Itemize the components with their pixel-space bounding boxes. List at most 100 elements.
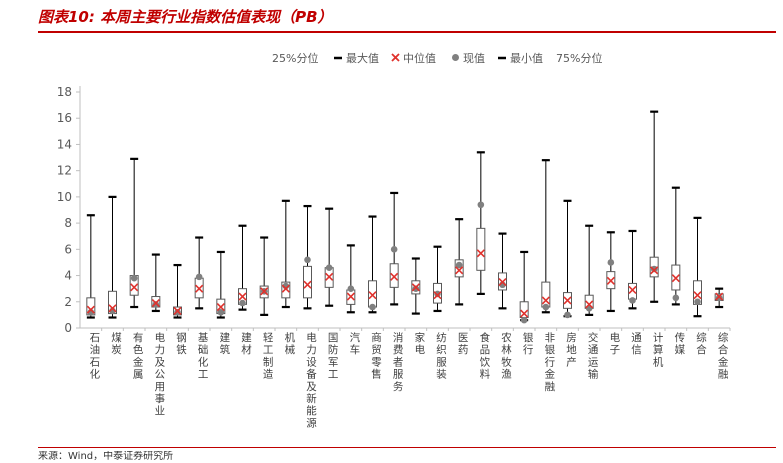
category-label: 计算机 [653, 331, 664, 368]
iqr-box [476, 227, 486, 271]
category-label: 医药 [458, 332, 469, 356]
category-label: 汽车 [350, 331, 361, 356]
figure-title: 图表10: 本周主要行业指数估值表现（PB） [38, 8, 333, 26]
category-label: 石油石化 [90, 332, 101, 381]
current-value-dot [412, 285, 420, 292]
category-label: 银行 [523, 331, 534, 356]
iqr-box [389, 263, 399, 288]
category-label: 食品饮料 [480, 331, 491, 381]
median-marker [520, 309, 529, 318]
box-plot-chart: 25%分位 最大值 中位值 现值 最小值 75%分位 0 2 4 6 8 10 12 14 16 18 石油石化… [57, 51, 731, 429]
category-label: 消费者服务 [393, 331, 404, 393]
current-value-dot [239, 299, 246, 307]
title-divider [38, 31, 776, 33]
y-tick-label: 12 [57, 164, 72, 178]
iqr-box [628, 282, 637, 300]
current-value-dot [325, 264, 333, 271]
category-label: 电子 [610, 331, 621, 356]
legend-label: 75%分位 [556, 51, 602, 65]
current-value-dot [174, 308, 181, 316]
legend-label: 25%分位 [272, 51, 318, 65]
category-label: 传媒 [675, 332, 686, 356]
category-label: 电力设备及新能源 [306, 331, 317, 429]
iqr-box [519, 301, 529, 319]
median-marker [368, 291, 377, 300]
y-tick-label: 14 [57, 137, 72, 151]
median-marker [346, 292, 355, 301]
category-label: 煤炭 [111, 331, 122, 356]
category-label: 轻工制造 [263, 331, 274, 381]
median-marker [173, 306, 182, 316]
category-label: 有色金属 [133, 331, 144, 381]
y-tick-label: 18 [57, 85, 72, 99]
category-label: 房地产 [566, 331, 577, 368]
current-value-dot [629, 297, 636, 304]
median-marker [715, 292, 724, 301]
median-marker [563, 296, 572, 305]
current-value-dot [304, 256, 311, 264]
median-marker [671, 274, 680, 283]
median-marker [303, 280, 312, 289]
current-value-dot [694, 298, 701, 306]
median-marker [541, 296, 550, 305]
y-tick-label: 4 [64, 269, 72, 283]
category-label: 国防军工 [328, 332, 339, 381]
current-value-dot [369, 303, 376, 311]
y-tick-label: 8 [64, 216, 72, 230]
category-label: 家电 [415, 331, 426, 356]
category-label: 电力及公用事业 [155, 331, 166, 417]
category-label: 钢铁 [176, 331, 187, 356]
median-marker [433, 291, 442, 300]
median-marker [281, 284, 290, 293]
current-value-dot [217, 308, 225, 316]
median-marker [411, 283, 420, 292]
current-value-dot [152, 301, 160, 308]
median-marker [195, 284, 204, 293]
current-value-dot [477, 201, 485, 209]
legend-label: 中位值 [403, 51, 436, 65]
category-label: 纺织服装 [436, 331, 447, 381]
y-tick-label: 16 [57, 111, 72, 125]
y-tick-label: 6 [64, 242, 72, 256]
median-marker [325, 272, 334, 281]
median-marker [151, 299, 160, 308]
category-label: 机械 [285, 331, 296, 356]
category-label: 商贸零售 [371, 331, 382, 381]
current-value-dot [672, 294, 680, 302]
median-marker [650, 266, 659, 275]
y-tick-label: 10 [57, 190, 72, 204]
current-value-dot [520, 316, 528, 324]
current-value-dot [195, 273, 203, 281]
category-label: 综合 [696, 331, 707, 356]
median-marker [86, 305, 95, 314]
legend-label: 最小值 [510, 52, 543, 65]
median-marker [260, 287, 269, 296]
legend-label: 现值 [463, 52, 485, 65]
current-value-dot [607, 259, 615, 266]
current-value-dot [455, 261, 463, 269]
median-marker [130, 283, 139, 292]
category-label: 通信 [631, 332, 642, 356]
median-marker [628, 285, 637, 295]
bottom-divider [38, 447, 776, 448]
iqr-box [303, 265, 312, 299]
median-marker [238, 292, 247, 301]
current-value-dot [434, 290, 441, 298]
source-note: 来源：Wind，中泰证券研究所 [38, 451, 174, 462]
median-marker [455, 266, 464, 275]
legend-cross-icon [391, 53, 400, 62]
median-marker [390, 272, 399, 281]
current-value-dot [542, 303, 550, 311]
median-marker [585, 300, 594, 309]
current-value-dot [390, 246, 398, 253]
median-marker [498, 278, 507, 287]
current-value-dot [715, 294, 723, 302]
median-marker [693, 291, 702, 300]
category-label: 综合金融 [718, 331, 729, 381]
iqr-box [281, 281, 291, 299]
category-label: 非银行金融 [545, 332, 556, 393]
median-marker [108, 304, 117, 313]
y-tick-label: 2 [64, 295, 72, 309]
category-label: 基础化工 [198, 331, 209, 381]
y-tick-label: 0 [64, 321, 72, 335]
